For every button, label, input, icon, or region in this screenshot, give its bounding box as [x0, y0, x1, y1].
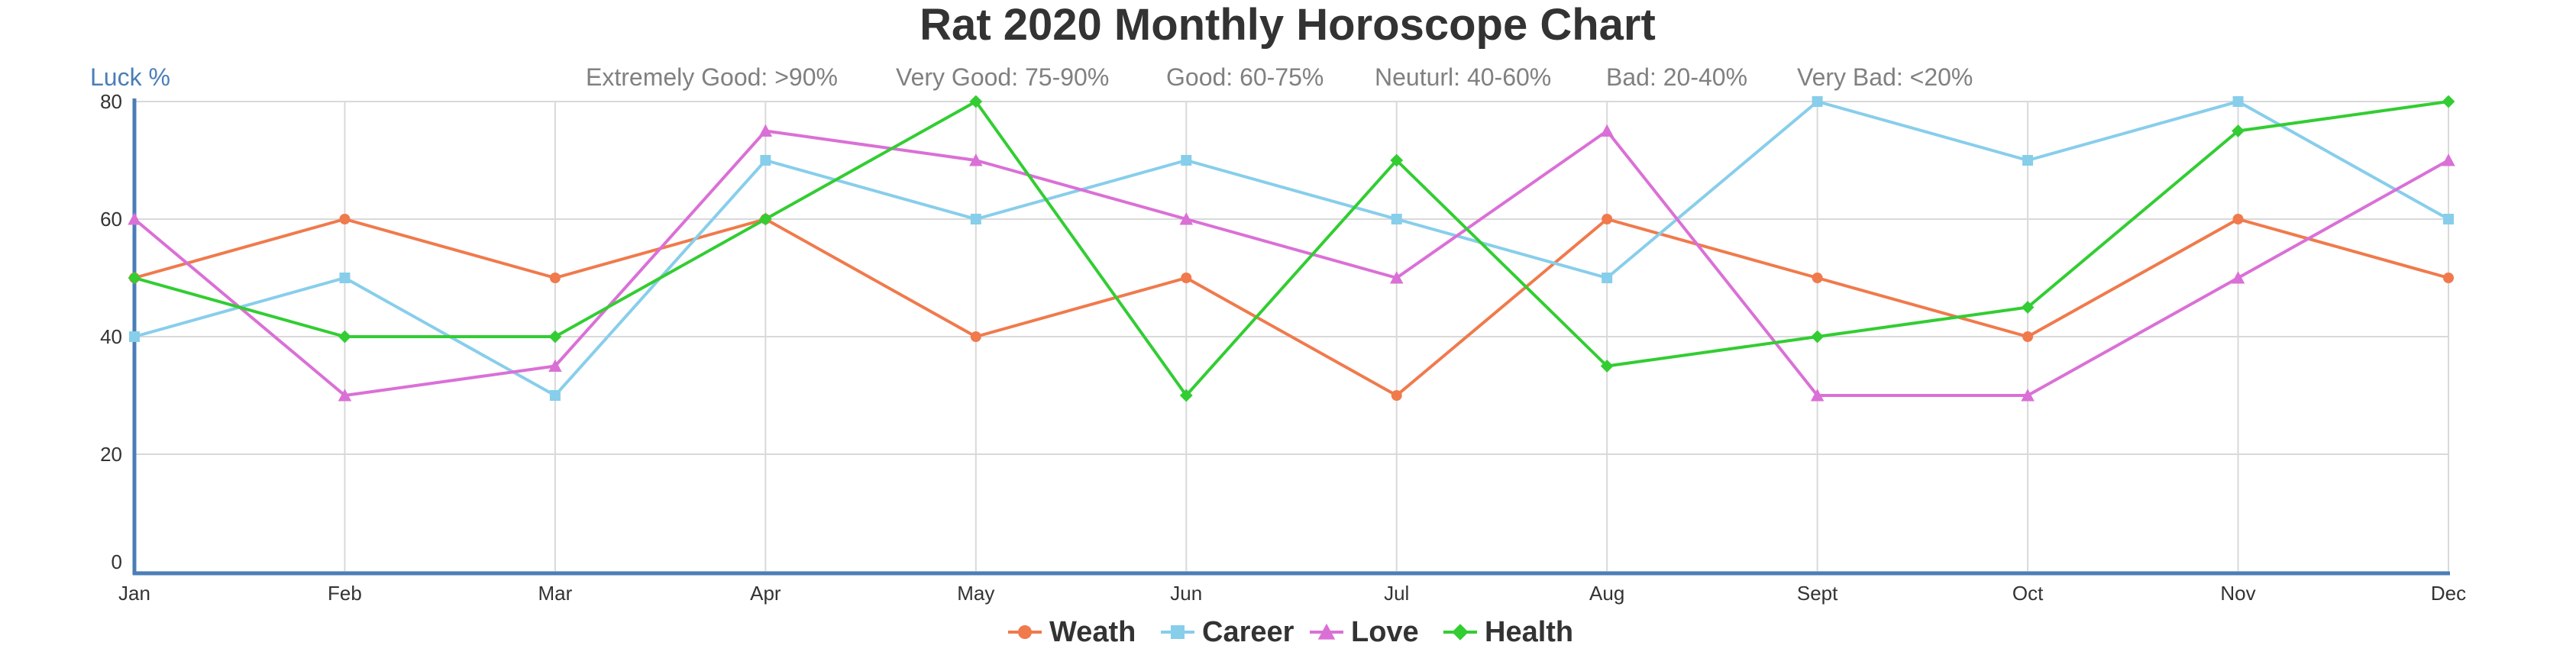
- series-lines: [128, 95, 2455, 402]
- y-axis-label: Luck %: [90, 63, 170, 91]
- legend-marker-icon: [1018, 625, 1032, 639]
- data-point-career[interactable]: [339, 273, 351, 283]
- data-point-weath[interactable]: [1602, 214, 1613, 224]
- data-point-love[interactable]: [548, 359, 562, 372]
- x-tick-label: Apr: [750, 582, 781, 605]
- data-point-health[interactable]: [758, 212, 772, 226]
- legend-label: Love: [1351, 616, 1419, 648]
- luck-level-label: Good: 60-75%: [1166, 63, 1324, 91]
- data-point-love[interactable]: [2442, 153, 2455, 166]
- series-line-love[interactable]: [133, 129, 2449, 397]
- legend-item-weath[interactable]: Weath: [1008, 616, 1136, 648]
- data-point-career[interactable]: [760, 155, 771, 166]
- legend-marker-icon: [1171, 625, 1185, 639]
- data-point-career[interactable]: [2232, 96, 2244, 107]
- x-tick-label: Feb: [328, 582, 362, 605]
- data-point-love[interactable]: [1179, 212, 1194, 225]
- data-point-career[interactable]: [2022, 155, 2034, 166]
- x-tick-label: Nov: [2220, 582, 2255, 605]
- series-health[interactable]: [128, 95, 2455, 402]
- y-tick-label: 20: [100, 443, 122, 466]
- data-point-health[interactable]: [338, 330, 351, 344]
- luck-level-label: Neuturl: 40-60%: [1375, 63, 1551, 91]
- x-tick-label: Jul: [1384, 582, 1409, 605]
- x-tick-label: Jun: [1170, 582, 1202, 605]
- data-point-career[interactable]: [970, 214, 981, 224]
- series-legend[interactable]: Weath Career Love Health: [1008, 616, 1573, 648]
- data-point-career[interactable]: [549, 390, 561, 401]
- x-tick-label: Jan: [118, 582, 150, 605]
- data-point-love[interactable]: [758, 124, 773, 137]
- data-point-weath[interactable]: [549, 273, 561, 283]
- data-point-health[interactable]: [128, 271, 141, 285]
- luck-level-label: Very Good: 75-90%: [896, 63, 1109, 91]
- y-tick-label: 0: [112, 550, 122, 573]
- chart-title: Rat 2020 Monthly Horoscope Chart: [920, 0, 1656, 50]
- y-tick-label: 40: [100, 325, 122, 348]
- luck-levels-legend: Extremely Good: >90% Very Good: 75-90% Goo…: [586, 63, 1973, 91]
- legend-label: Career: [1202, 616, 1294, 648]
- data-point-health[interactable]: [2442, 95, 2455, 108]
- x-tick-label: Oct: [2012, 582, 2044, 605]
- data-point-weath[interactable]: [2022, 331, 2034, 342]
- legend-marker-icon: [1452, 624, 1469, 641]
- legend-item-career[interactable]: Career: [1161, 616, 1294, 648]
- legend-label: Health: [1485, 616, 1573, 648]
- data-point-weath[interactable]: [970, 331, 981, 342]
- data-point-love[interactable]: [2231, 271, 2245, 284]
- data-point-love[interactable]: [2021, 389, 2035, 402]
- x-tick-label: Mar: [538, 582, 573, 605]
- data-point-health[interactable]: [2021, 301, 2035, 314]
- data-point-love[interactable]: [338, 389, 352, 402]
- luck-level-label: Bad: 20-40%: [1606, 63, 1747, 91]
- y-tick-label: 80: [100, 90, 122, 113]
- legend-item-love[interactable]: Love: [1310, 616, 1419, 648]
- data-point-weath[interactable]: [1812, 273, 1823, 283]
- data-point-health[interactable]: [1179, 389, 1193, 402]
- data-point-health[interactable]: [2232, 124, 2245, 137]
- data-point-career[interactable]: [2443, 214, 2454, 224]
- data-point-weath[interactable]: [2232, 214, 2244, 224]
- data-point-love[interactable]: [1600, 124, 1614, 137]
- data-point-weath[interactable]: [2443, 273, 2454, 283]
- data-point-career[interactable]: [1812, 96, 1823, 107]
- legend-label: Weath: [1049, 616, 1136, 648]
- data-point-love[interactable]: [969, 153, 983, 166]
- legend-marker-icon: [1317, 623, 1336, 640]
- data-point-health[interactable]: [1600, 360, 1614, 373]
- series-line-health[interactable]: [134, 100, 2449, 397]
- data-point-love[interactable]: [1810, 389, 1825, 402]
- luck-level-label: Very Bad: <20%: [1797, 63, 1973, 91]
- data-point-love[interactable]: [1389, 271, 1404, 284]
- x-tick-label: Dec: [2431, 582, 2466, 605]
- data-point-weath[interactable]: [339, 214, 351, 224]
- legend-item-health[interactable]: Health: [1443, 616, 1573, 648]
- data-point-weath[interactable]: [1391, 390, 1402, 401]
- series-line-career[interactable]: [134, 100, 2449, 397]
- data-point-health[interactable]: [969, 95, 983, 108]
- luck-level-label: Extremely Good: >90%: [586, 63, 838, 91]
- series-career[interactable]: [129, 96, 2454, 401]
- data-point-health[interactable]: [1390, 153, 1404, 167]
- data-point-career[interactable]: [1391, 214, 1402, 224]
- data-point-career[interactable]: [1602, 273, 1613, 283]
- data-point-health[interactable]: [1811, 330, 1825, 344]
- data-point-health[interactable]: [548, 330, 562, 344]
- y-tick-label: 60: [100, 208, 122, 231]
- data-point-career[interactable]: [1181, 155, 1192, 166]
- series-line-weath[interactable]: [134, 218, 2449, 397]
- x-tick-label: Sept: [1797, 582, 1838, 605]
- data-point-weath[interactable]: [1181, 273, 1192, 283]
- series-love[interactable]: [128, 124, 2455, 402]
- data-point-career[interactable]: [129, 331, 140, 342]
- x-tick-label: May: [957, 582, 994, 605]
- x-tick-label: Aug: [1589, 582, 1624, 605]
- data-point-love[interactable]: [128, 212, 141, 225]
